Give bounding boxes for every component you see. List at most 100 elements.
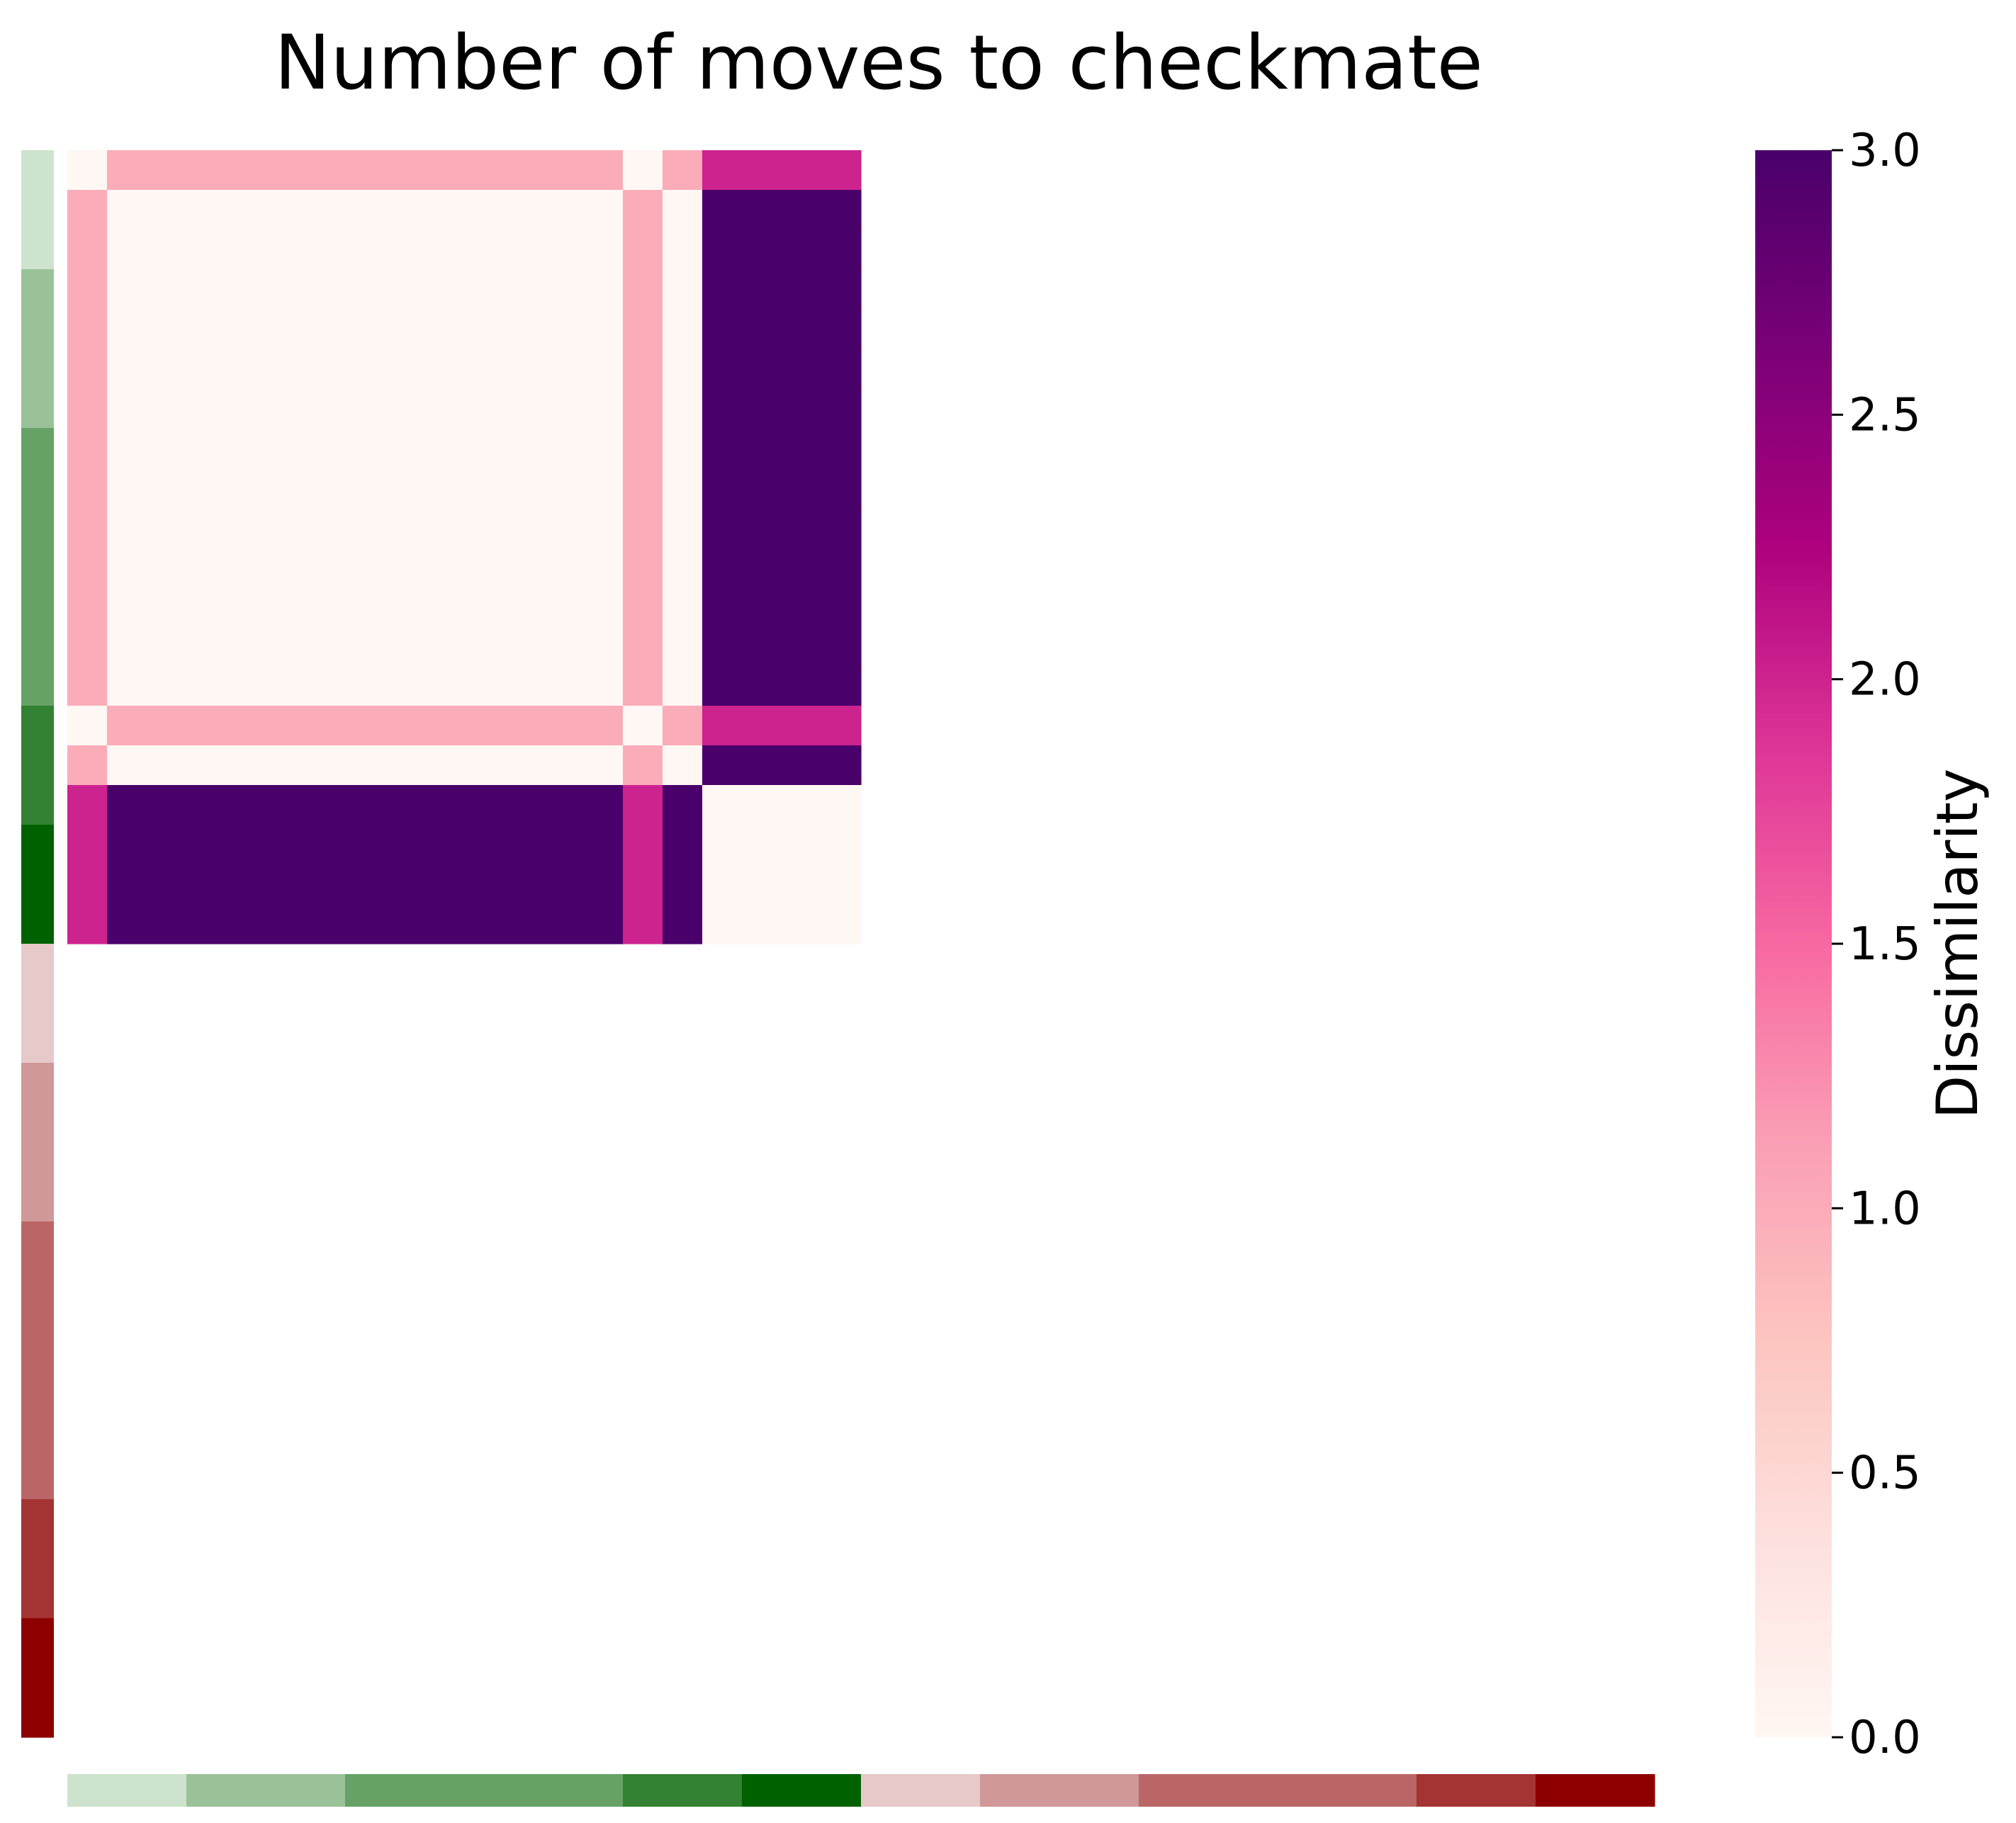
heatmap-cell xyxy=(742,428,782,468)
colorbar-tick-label: 2.5 xyxy=(1849,389,1921,441)
heatmap-cell xyxy=(464,745,505,786)
heatmap-cell xyxy=(345,547,385,587)
heatmap-cell xyxy=(782,706,822,746)
heatmap-cell xyxy=(424,825,465,865)
heatmap-cell xyxy=(663,150,703,191)
heatmap-cell xyxy=(504,825,544,865)
heatmap-cell xyxy=(583,388,624,429)
heatmap-cell xyxy=(266,230,306,270)
heatmap-cell xyxy=(821,666,862,706)
heatmap-cell xyxy=(821,309,862,349)
heatmap-cell xyxy=(702,388,743,429)
heatmap-cell xyxy=(107,468,147,508)
heatmap-cell xyxy=(544,230,584,270)
heatmap-cell xyxy=(782,388,822,429)
heatmap-cell xyxy=(67,864,108,905)
heatmap-cell xyxy=(742,190,782,230)
heatmap-cell xyxy=(266,269,306,310)
heatmap-cell xyxy=(226,468,266,508)
heatmap-cell xyxy=(821,706,862,746)
heatmap-cell xyxy=(305,547,346,587)
heatmap-cell xyxy=(544,825,584,865)
heatmap-cell xyxy=(663,706,703,746)
heatmap-cell xyxy=(782,468,822,508)
heatmap-cell xyxy=(742,745,782,786)
heatmap-cell xyxy=(226,150,266,191)
heatmap-cell xyxy=(623,864,663,905)
heatmap-cell xyxy=(266,666,306,706)
heatmap-cell xyxy=(186,864,227,905)
heatmap-cell xyxy=(345,349,385,389)
column-group-segment xyxy=(623,1774,743,1807)
heatmap-cell xyxy=(305,904,346,944)
heatmap-cell xyxy=(67,507,108,548)
row-group-segment xyxy=(21,150,54,270)
heatmap-cell xyxy=(504,507,544,548)
heatmap-cell xyxy=(424,864,465,905)
heatmap-cell xyxy=(186,904,227,944)
heatmap-cell xyxy=(186,626,227,667)
heatmap-cell xyxy=(226,904,266,944)
heatmap-cell xyxy=(147,388,187,429)
heatmap-cell xyxy=(623,507,663,548)
heatmap-cell xyxy=(742,388,782,429)
heatmap-cell xyxy=(107,428,147,468)
heatmap-cell xyxy=(345,587,385,627)
column-group-segment xyxy=(1536,1774,1655,1807)
chart-title: Number of moves to checkmate xyxy=(274,19,1483,106)
heatmap-cell xyxy=(226,309,266,349)
heatmap-cell xyxy=(742,150,782,191)
heatmap-cell xyxy=(544,150,584,191)
heatmap-cell xyxy=(742,587,782,627)
heatmap-cell xyxy=(702,864,743,905)
heatmap-cell xyxy=(782,309,822,349)
heatmap-cell xyxy=(623,349,663,389)
colorbar-tick-label: 0.0 xyxy=(1849,1712,1921,1764)
heatmap-cell xyxy=(186,349,227,389)
heatmap-cell xyxy=(702,706,743,746)
heatmap-cell xyxy=(67,904,108,944)
heatmap-cell xyxy=(583,309,624,349)
heatmap-cell xyxy=(544,309,584,349)
heatmap-cell xyxy=(147,269,187,310)
heatmap-cell xyxy=(782,626,822,667)
heatmap-cell xyxy=(305,745,346,786)
heatmap-cell xyxy=(742,230,782,270)
colorbar-tick-label: 1.5 xyxy=(1849,918,1921,971)
heatmap-cell xyxy=(623,388,663,429)
row-group-segment xyxy=(21,944,54,1063)
heatmap-cell xyxy=(305,468,346,508)
heatmap-cell xyxy=(544,745,584,786)
heatmap-cell xyxy=(623,785,663,825)
heatmap-cell xyxy=(464,626,505,667)
row-group-segment xyxy=(21,1618,54,1738)
heatmap-cell xyxy=(663,349,703,389)
heatmap-cell xyxy=(583,150,624,191)
heatmap-cell xyxy=(663,904,703,944)
colorbar-label: Dissimilarity xyxy=(1925,769,1990,1119)
colorbar-ticks: 0.0 0.5 1.0 1.5 2.0 2.5 3.0 xyxy=(1832,125,1921,1764)
heatmap-cell xyxy=(107,388,147,429)
heatmap-cell xyxy=(305,587,346,627)
heatmap-cell xyxy=(226,785,266,825)
heatmap-cell xyxy=(623,745,663,786)
heatmap-cell xyxy=(782,587,822,627)
heatmap-cell xyxy=(702,587,743,627)
heatmap-cell xyxy=(107,230,147,270)
heatmap-cell xyxy=(464,706,505,746)
heatmap-cell xyxy=(504,190,544,230)
heatmap-cell xyxy=(544,864,584,905)
heatmap-cell xyxy=(385,349,425,389)
colorbar: 0.0 0.5 1.0 1.5 2.0 2.5 3.0 Dissimilarity xyxy=(1755,125,1990,1764)
heatmap-cell xyxy=(583,626,624,667)
heatmap-cell xyxy=(266,468,306,508)
heatmap-cell xyxy=(663,785,703,825)
heatmap-cell xyxy=(147,666,187,706)
heatmap-cell xyxy=(266,785,306,825)
heatmap-cell xyxy=(504,468,544,508)
heatmap-cell xyxy=(67,745,108,786)
heatmap-cell xyxy=(67,428,108,468)
heatmap-cell xyxy=(186,150,227,191)
heatmap-cell xyxy=(345,150,385,191)
